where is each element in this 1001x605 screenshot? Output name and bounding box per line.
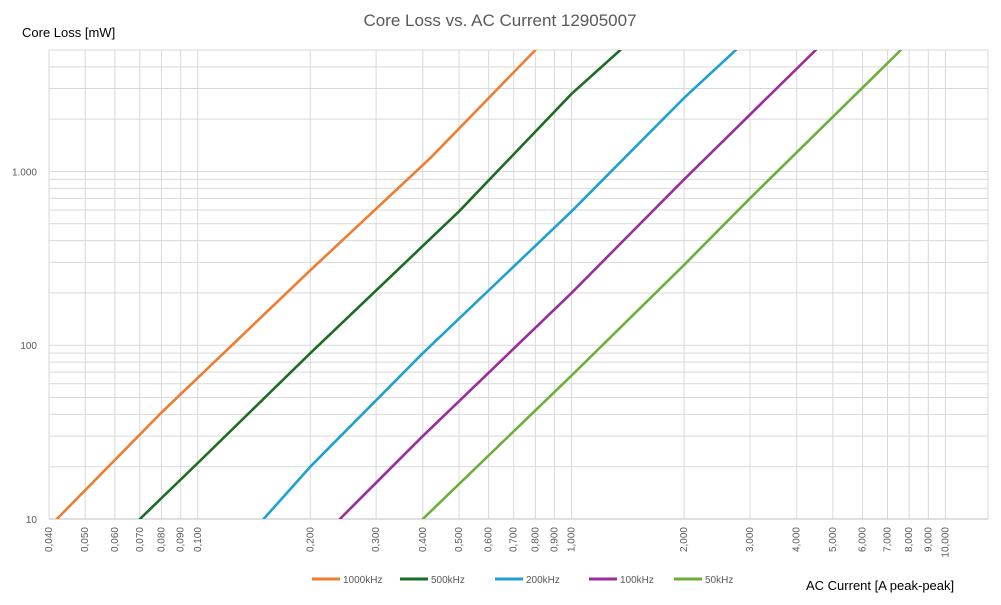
legend-label-500kHz: 500kHz <box>431 575 465 586</box>
x-tick-label: 0,300 <box>371 527 382 552</box>
x-tick-label: 2,000 <box>679 527 690 552</box>
x-tick-label: 0,060 <box>110 527 121 552</box>
x-tick-label: 9,000 <box>923 527 934 552</box>
x-axis-label: AC Current [A peak-peak] <box>806 578 954 593</box>
series-line-100kHz <box>338 50 818 519</box>
x-tick-label: 0,090 <box>176 527 187 552</box>
x-tick-label: 1,000 <box>567 527 578 552</box>
x-tick-label: 5,000 <box>828 527 839 552</box>
y-tick-label: 100 <box>20 341 37 352</box>
legend-label-1000kHz: 1000kHz <box>343 575 382 586</box>
x-tick-label: 0,700 <box>509 527 520 552</box>
x-tick-label: 4,000 <box>792 527 803 552</box>
x-tick-label: 0,100 <box>193 527 204 552</box>
legend-label-200kHz: 200kHz <box>526 575 560 586</box>
series-line-50kHz <box>421 50 903 519</box>
x-tick-label: 0,400 <box>418 527 429 552</box>
series-lines <box>55 50 903 519</box>
x-tick-label: 8,000 <box>904 527 915 552</box>
tick-labels: 10 100 1.000 0,040 0,050 0,060 0,070 0,080 0,090… <box>12 167 951 557</box>
grid <box>48 49 989 520</box>
y-tick-label: 1.000 <box>12 167 37 178</box>
x-tick-label: 0,070 <box>135 527 146 552</box>
x-tick-label: 0,200 <box>305 527 316 552</box>
x-tick-label: 0,600 <box>484 527 495 552</box>
series-line-1000kHz <box>55 50 537 519</box>
legend: 1000kHz 500kHz 200kHz 100kHz 50kHz <box>312 575 733 586</box>
x-tick-label: 10,000 <box>940 527 951 558</box>
legend-label-50kHz: 50kHz <box>705 575 733 586</box>
series-line-200kHz <box>262 50 738 519</box>
x-tick-label: 7,000 <box>882 527 893 552</box>
y-axis-label: Core Loss [mW] <box>22 25 115 40</box>
series-line-500kHz <box>138 50 622 519</box>
x-tick-label: 0,080 <box>157 527 168 552</box>
y-tick-label: 10 <box>26 515 38 526</box>
x-tick-label: 3,000 <box>745 527 756 552</box>
x-tick-label: 0,040 <box>44 527 55 552</box>
legend-label-100kHz: 100kHz <box>620 575 654 586</box>
x-tick-label: 0,050 <box>80 527 91 552</box>
chart-title: Core Loss vs. AC Current 12905007 <box>363 11 636 30</box>
x-tick-label: 0,900 <box>549 527 560 552</box>
x-tick-label: 0,800 <box>530 527 541 552</box>
x-tick-label: 6,000 <box>857 527 868 552</box>
x-tick-label: 0,500 <box>454 527 465 552</box>
